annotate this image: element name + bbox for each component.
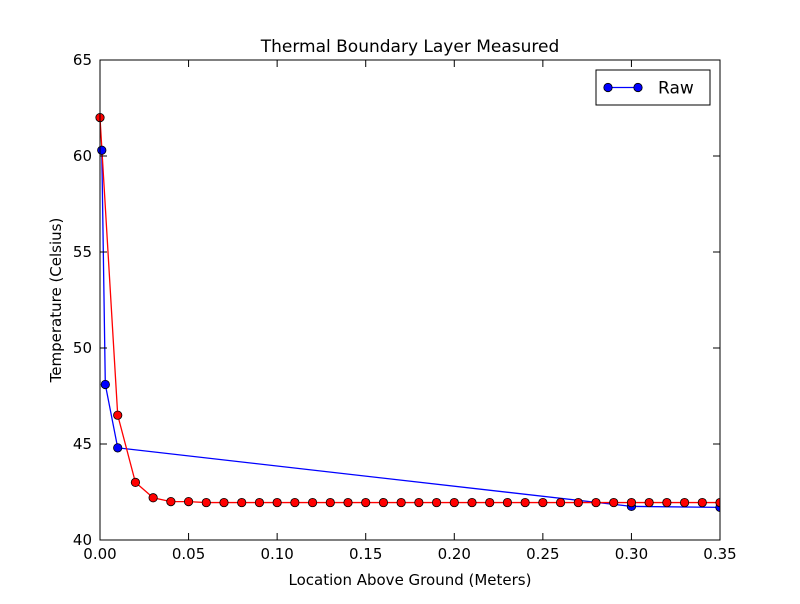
x-tick-label-4: 0.20 xyxy=(438,545,471,563)
data-marks xyxy=(95,113,720,512)
series-1-point-2 xyxy=(130,477,141,487)
y-axis-label: Temperature (Celsius) xyxy=(47,218,65,384)
x-axis-label: Location Above Ground (Meters) xyxy=(289,571,532,589)
y-tick-label-3: 55 xyxy=(73,243,92,261)
series-1-point-21 xyxy=(467,497,477,508)
x-tick-label-6: 0.30 xyxy=(615,545,648,563)
series-1-point-5 xyxy=(183,496,194,507)
series-1-point-20 xyxy=(449,497,459,508)
legend-marker-0-start xyxy=(603,82,613,93)
x-tick-label-2: 0.10 xyxy=(260,545,293,563)
series-1-point-32 xyxy=(662,497,672,508)
series-1-point-19 xyxy=(431,497,442,508)
series-1-point-23 xyxy=(502,497,513,508)
series-1-point-24 xyxy=(520,497,530,508)
series-1-point-17 xyxy=(396,497,406,508)
series-1-point-1 xyxy=(113,410,123,420)
series-1-point-6 xyxy=(201,497,211,508)
series-1-point-14 xyxy=(343,497,353,508)
y-tick-label-4: 60 xyxy=(73,147,92,165)
y-tick-label-1: 45 xyxy=(73,435,92,453)
series-1-point-9 xyxy=(254,497,265,508)
legend-marker-0-end xyxy=(633,82,643,93)
x-tick-label-1: 0.05 xyxy=(172,545,205,563)
series-0-point-1 xyxy=(100,379,110,390)
x-tick-label-3: 0.15 xyxy=(349,545,382,563)
series-1-point-16 xyxy=(378,497,389,508)
series-1-point-26 xyxy=(555,497,566,508)
series-1-point-7 xyxy=(219,497,229,508)
series-1-point-8 xyxy=(237,497,247,508)
series-1-point-33 xyxy=(679,497,690,508)
series-0-point-2 xyxy=(113,443,123,453)
x-tick-label-0: 0.00 xyxy=(83,545,116,563)
series-1-point-10 xyxy=(272,497,282,508)
series-1-point-25 xyxy=(538,497,548,508)
x-tick-label-5: 0.25 xyxy=(526,545,559,563)
series-1-point-12 xyxy=(307,497,318,508)
y-tick-label-5: 65 xyxy=(73,51,92,69)
plot-area: 0.00 0.05 0.10 0.15 0.20 0.25 0.30 0.35 40 45 50 55… xyxy=(73,51,737,563)
axes-frame xyxy=(99,59,721,541)
y-tick-label-2: 50 xyxy=(73,339,92,357)
x-tick-label-7: 0.35 xyxy=(703,545,736,563)
series-1-point-31 xyxy=(644,497,654,508)
series-1-point-3 xyxy=(148,493,158,503)
chart-title: Thermal Boundary Layer Measured xyxy=(260,37,560,57)
series-1-point-27 xyxy=(573,497,583,508)
series-1-point-18 xyxy=(414,497,424,508)
series-1-point-4 xyxy=(166,496,176,507)
y-tick-label-0: 40 xyxy=(73,531,92,549)
legend: Raw xyxy=(595,69,711,106)
series-0-point-0 xyxy=(97,145,107,155)
series-1-point-34 xyxy=(697,497,707,508)
series-1-point-30 xyxy=(626,497,637,508)
series-1-point-11 xyxy=(290,497,300,508)
series-1-point-29 xyxy=(609,497,619,508)
series-1-point-13 xyxy=(325,497,335,508)
series-1-point-22 xyxy=(485,497,495,508)
series-1-point-28 xyxy=(591,497,601,508)
series-1-point-15 xyxy=(361,497,371,508)
legend-label-0: Raw xyxy=(658,79,694,99)
